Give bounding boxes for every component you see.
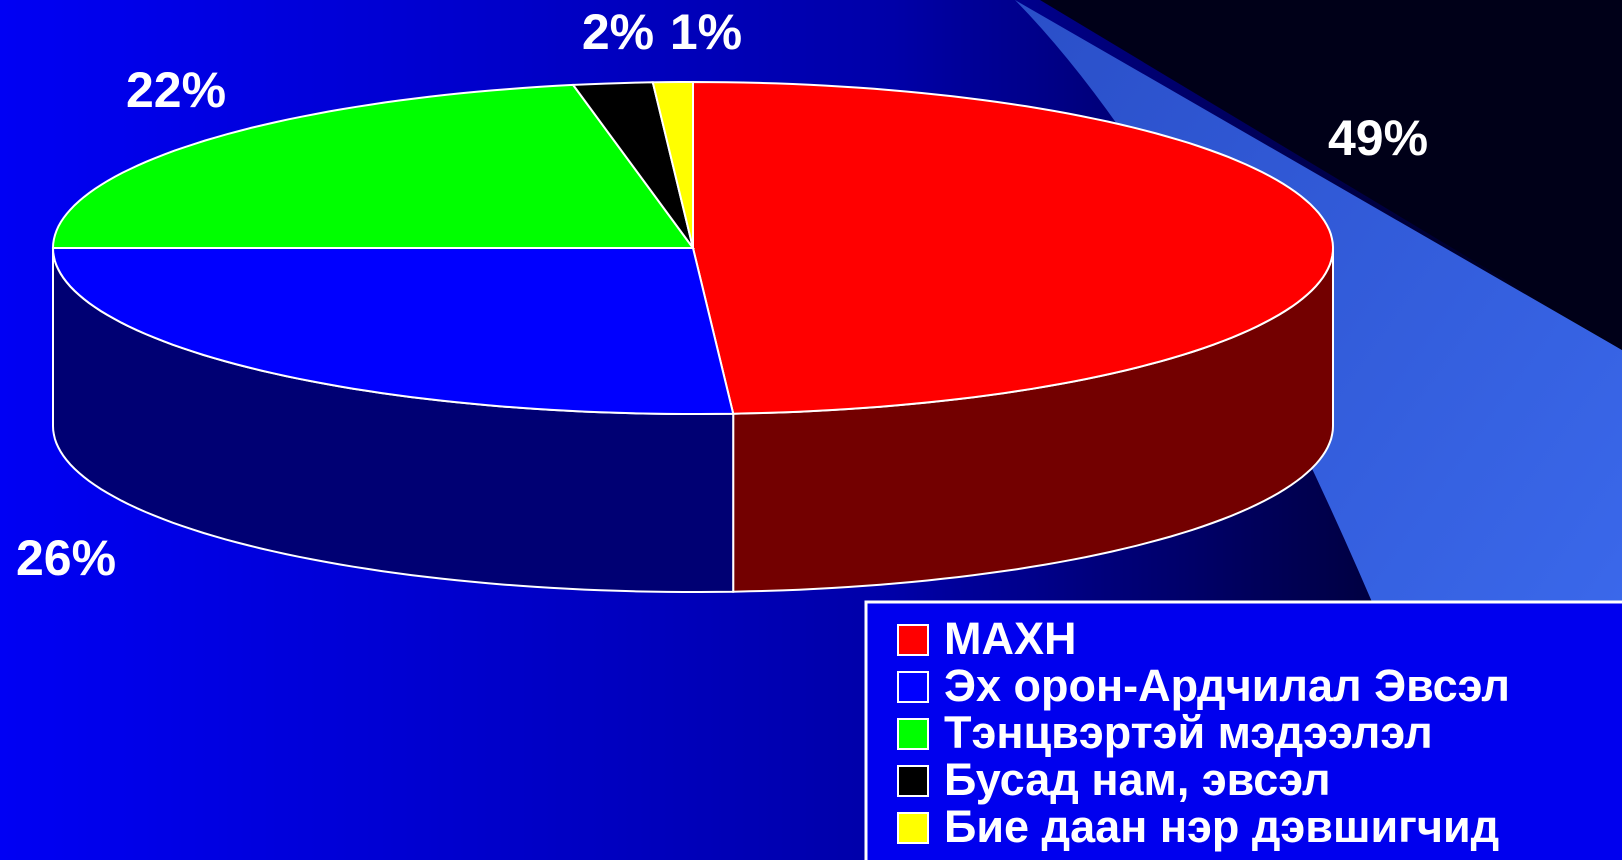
legend-label: Эх орон-Ардчилал Эвсэл [944,660,1510,711]
legend-box [864,600,1622,860]
data-labels: 49% 26% 22% 2% 1% [16,4,1428,586]
legend-swatch [897,765,929,797]
legend-swatch [897,624,929,656]
legend-swatch [897,718,929,750]
legend-swatch [897,671,929,703]
legend-label: Бусад нам, эвсэл [944,754,1331,805]
pie-slice [692,80,1335,415]
pie-slice [51,247,735,415]
legend-label: МАХН [944,613,1077,664]
legend-label: Тэнцвэртэй мэдээлэл [944,707,1433,758]
pie-slice [651,81,694,249]
pie-slice [571,81,694,249]
legend-swatch [897,812,929,844]
data-label: 1% [670,4,742,60]
dark-corner [1040,0,1622,350]
data-label: 2% [582,4,654,60]
pie-slice [51,83,695,249]
data-label: 49% [1328,110,1428,166]
data-label: 22% [126,62,226,118]
legend-label: Бие даан нэр дэвшигчид [944,801,1499,852]
pie [51,80,1335,593]
data-label: 26% [16,530,116,586]
